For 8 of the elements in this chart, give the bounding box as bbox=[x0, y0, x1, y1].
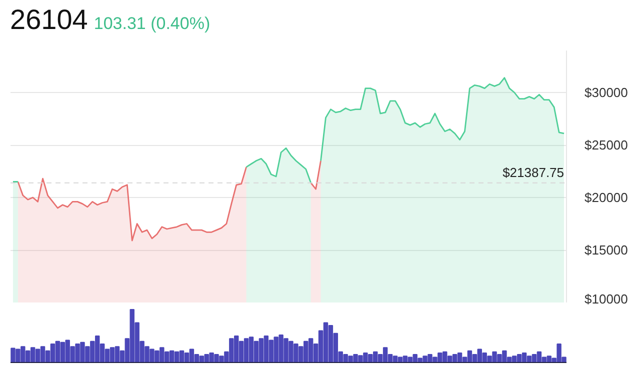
y-tick-label: $30000 bbox=[584, 85, 628, 100]
chart-subtitle: 103.31 (0.40%) bbox=[94, 14, 210, 33]
y-tick-label: $15000 bbox=[584, 242, 628, 258]
ref-line-label: $21387.75 bbox=[502, 164, 564, 180]
chart-title: 26104 bbox=[10, 4, 88, 35]
y-tick-label: $20000 bbox=[584, 190, 628, 205]
y-tick-label: $25000 bbox=[584, 138, 628, 152]
y-tick-label: $10000 bbox=[584, 292, 628, 306]
